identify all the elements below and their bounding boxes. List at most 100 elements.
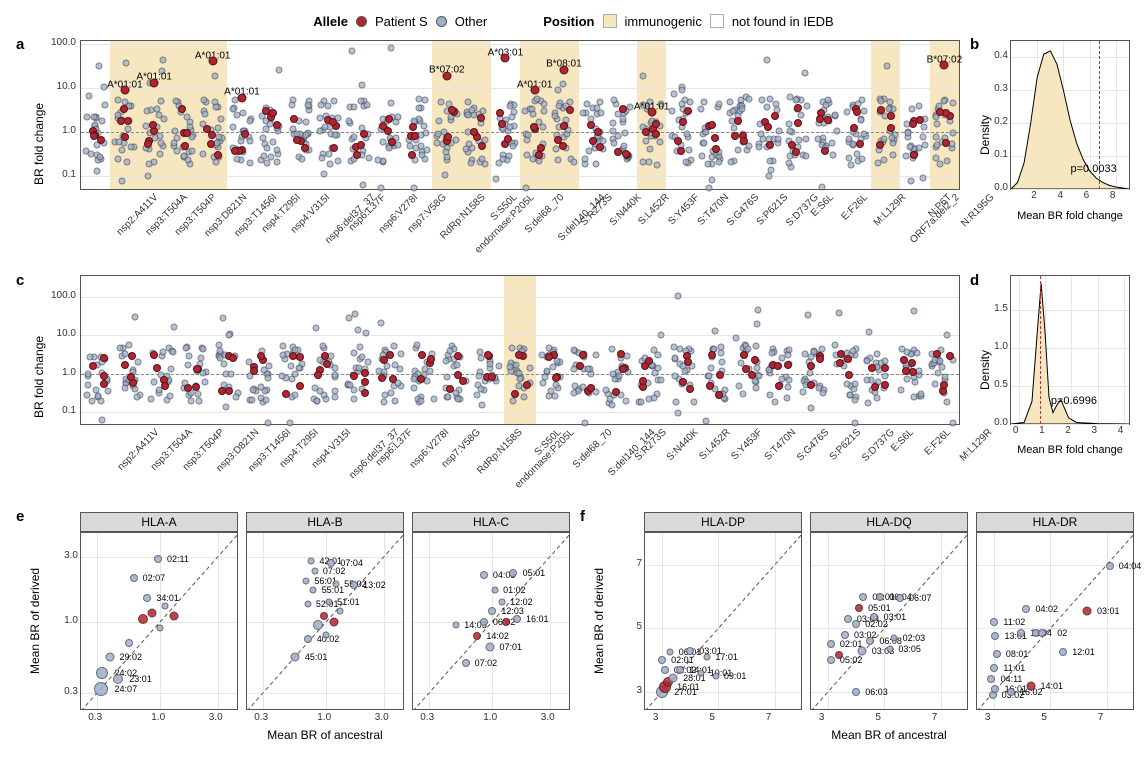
p-value-label: p=0.0033 (1071, 163, 1117, 175)
data-point (711, 328, 718, 335)
data-point-patient (881, 381, 889, 389)
data-point (845, 136, 852, 143)
data-point-patient (100, 372, 108, 380)
scatter-label: 01:02 (503, 585, 526, 595)
data-point (819, 184, 826, 191)
xtick-label: 7 (766, 712, 772, 723)
data-point (435, 118, 442, 125)
data-point (646, 158, 653, 165)
data-point-patient (124, 117, 132, 125)
data-point-patient (871, 383, 879, 391)
data-point-patient (530, 86, 539, 95)
data-point (447, 348, 454, 355)
scatter-label: 12:01 (1072, 647, 1095, 657)
scatter-point (841, 631, 849, 639)
data-point (230, 123, 237, 130)
data-point-patient (350, 372, 358, 380)
data-point-patient (936, 108, 944, 116)
data-point (917, 390, 924, 397)
data-point-patient (498, 120, 506, 128)
data-point (675, 293, 682, 300)
data-point (610, 127, 617, 134)
scatter-point (327, 559, 335, 567)
data-point-patient (677, 147, 685, 155)
data-point (738, 105, 745, 112)
scatter-label: 02:03 (903, 633, 926, 643)
data-point (516, 370, 523, 377)
scatter-label: 13:02 (363, 580, 386, 590)
facet-strip: HLA-C (412, 512, 570, 532)
scatter-point (323, 631, 330, 638)
data-point (390, 342, 397, 349)
scatter-point (502, 618, 510, 626)
xtick-label: 0.3 (88, 712, 102, 723)
data-point (851, 397, 858, 404)
ytick-label: 5 (620, 621, 642, 632)
data-point (418, 151, 425, 158)
data-point (249, 386, 256, 393)
data-point-patient (674, 137, 682, 145)
data-point (99, 416, 106, 423)
data-point (154, 106, 161, 113)
data-point (217, 348, 224, 355)
data-point (907, 143, 914, 150)
data-point (215, 125, 222, 132)
scatter-point (513, 615, 521, 623)
legend-dot-other (436, 16, 447, 27)
data-point-patient (587, 384, 595, 392)
data-point (157, 150, 164, 157)
scatter-point (350, 581, 358, 589)
scatter-label: 02 (1057, 628, 1067, 638)
scatter-label: 12:03 (501, 606, 524, 616)
xtick-label: 2 (1031, 190, 1037, 201)
data-point (835, 310, 842, 317)
data-point (658, 376, 665, 383)
legend-other-label: Other (455, 14, 488, 29)
data-point (167, 392, 174, 399)
xtick-label: 1 (1039, 425, 1045, 436)
panel-b-xlabel: Mean BR fold change (1010, 210, 1130, 222)
data-point-patient (183, 129, 191, 137)
data-point-patient (229, 354, 237, 362)
xtick-label: S:Y453F (730, 427, 765, 462)
scatter-label: 04:04 (1119, 561, 1142, 571)
data-point (359, 182, 366, 189)
data-point-patient (837, 350, 845, 358)
xtick-label: S:del68_70 (570, 427, 614, 471)
data-point (492, 175, 499, 182)
data-point-patient (877, 106, 885, 114)
data-point (543, 368, 550, 375)
scatter-point (304, 601, 311, 608)
data-point (874, 351, 881, 358)
data-point (610, 120, 617, 127)
scatter-point (658, 656, 666, 664)
data-point-patient (385, 115, 393, 123)
data-point (84, 370, 91, 377)
data-point-patient (850, 124, 858, 132)
data-point (755, 144, 762, 151)
data-point (755, 373, 762, 380)
xtick-label: 7 (1098, 712, 1104, 723)
data-point-patient (454, 352, 462, 360)
data-point-patient (686, 385, 694, 393)
data-point (279, 343, 286, 350)
panel-letter-a: a (16, 36, 24, 53)
scatter-point (857, 646, 866, 655)
data-point (864, 377, 871, 384)
data-point-patient (708, 351, 716, 359)
data-point (766, 173, 773, 180)
data-point (427, 367, 434, 374)
data-point (690, 399, 697, 406)
data-point (705, 372, 712, 379)
scatter-point (1022, 605, 1030, 613)
data-point-patient (296, 353, 304, 361)
data-point (350, 133, 357, 140)
data-point (357, 343, 364, 350)
data-point (506, 364, 513, 371)
data-point-patient (942, 139, 950, 147)
data-point (507, 103, 514, 110)
data-point (847, 392, 854, 399)
data-point (740, 391, 747, 398)
data-point-patient (504, 135, 512, 143)
data-point (911, 307, 918, 314)
